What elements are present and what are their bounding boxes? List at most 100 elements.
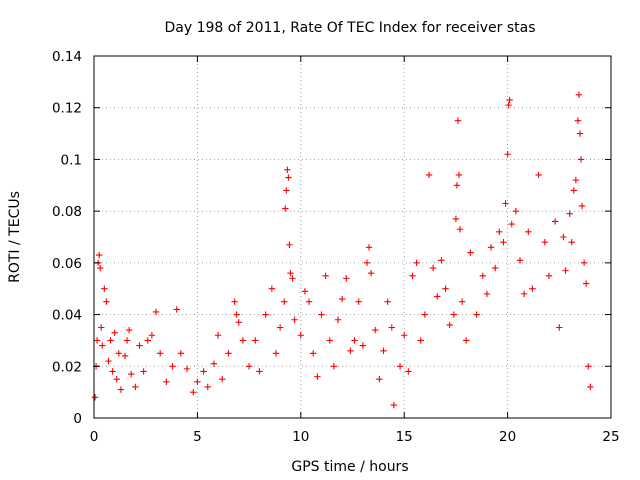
- data-point: [239, 337, 247, 344]
- data-point: [204, 383, 211, 391]
- data-point: [446, 321, 453, 329]
- data-point: [214, 332, 222, 339]
- data-point: [560, 233, 567, 241]
- data-point: [545, 272, 553, 279]
- x-tick-label: 0: [90, 429, 99, 445]
- data-point: [347, 347, 354, 354]
- data-point: [401, 332, 408, 339]
- data-point: [413, 259, 420, 267]
- data-point: [276, 324, 284, 331]
- x-tick-label: 5: [193, 429, 202, 445]
- data-point: [233, 311, 240, 318]
- data-point: [463, 337, 470, 344]
- data-point: [297, 332, 304, 339]
- data-point: [396, 363, 404, 370]
- y-tick-label: 0.02: [52, 359, 82, 375]
- data-point: [562, 267, 569, 274]
- data-point: [587, 383, 594, 391]
- y-tick-label: 0: [73, 411, 82, 427]
- data-point: [111, 329, 118, 336]
- data-point: [372, 326, 379, 334]
- data-point: [91, 394, 99, 401]
- data-point: [140, 368, 147, 375]
- data-point: [103, 298, 110, 305]
- data-point: [585, 363, 592, 370]
- data-point: [512, 207, 520, 215]
- data-point: [334, 316, 342, 323]
- data-point: [479, 272, 486, 279]
- data-point: [572, 176, 580, 184]
- data-point: [421, 311, 429, 318]
- data-point: [123, 337, 131, 344]
- data-point: [425, 171, 433, 179]
- y-tick-label: 0.1: [61, 152, 82, 168]
- data-point: [144, 337, 151, 344]
- data-point: [454, 117, 462, 124]
- data-point: [284, 166, 291, 173]
- data-point: [578, 202, 586, 210]
- data-point: [291, 316, 298, 323]
- data-point: [183, 365, 191, 373]
- x-tick-label: 25: [602, 429, 619, 445]
- data-point: [283, 187, 290, 194]
- data-point: [272, 350, 280, 357]
- data-point: [502, 200, 509, 207]
- plot-frame: [93, 55, 612, 419]
- x-tick-label: 10: [292, 429, 309, 445]
- data-point: [450, 311, 458, 318]
- data-point: [268, 285, 276, 292]
- data-point: [235, 319, 242, 326]
- data-point: [343, 275, 350, 282]
- data-point: [570, 187, 577, 194]
- data-point: [455, 171, 463, 179]
- data-point: [156, 350, 164, 357]
- data-point: [318, 311, 325, 318]
- chart-title: Day 198 of 2011, Rate Of TEC Index for r…: [164, 20, 535, 36]
- data-point: [467, 249, 474, 256]
- data-point: [505, 101, 512, 109]
- data-point: [107, 337, 114, 344]
- data-point: [113, 376, 120, 383]
- data-point: [245, 363, 253, 370]
- y-tick-label: 0.08: [52, 204, 82, 220]
- data-point: [580, 259, 588, 267]
- data-point: [282, 205, 289, 212]
- data-point: [388, 324, 395, 331]
- data-point: [252, 337, 259, 344]
- x-tick-label: 20: [499, 429, 516, 445]
- data-point: [132, 383, 139, 391]
- data-point: [190, 388, 197, 396]
- data-point: [359, 342, 367, 349]
- data-point: [225, 350, 232, 357]
- data-point: [310, 350, 317, 357]
- data-point: [376, 376, 383, 383]
- data-point: [504, 151, 511, 158]
- data-point: [409, 272, 416, 279]
- data-point: [109, 368, 116, 375]
- data-point: [363, 259, 371, 267]
- data-point: [338, 295, 346, 303]
- data-point: [121, 352, 129, 360]
- data-point: [516, 257, 524, 264]
- data-point: [506, 96, 513, 104]
- data-point: [99, 342, 106, 349]
- data-point: [473, 311, 480, 318]
- data-point: [95, 251, 103, 259]
- data-point: [101, 285, 108, 292]
- data-point: [314, 373, 321, 380]
- data-point: [380, 347, 387, 354]
- data-point: [568, 238, 575, 246]
- data-point: [405, 368, 412, 375]
- data-point: [148, 332, 156, 339]
- data-point: [173, 306, 180, 313]
- data-point: [576, 130, 584, 137]
- data-point: [169, 363, 176, 370]
- data-point: [219, 376, 226, 383]
- data-point: [390, 401, 398, 409]
- data-point: [281, 298, 288, 305]
- data-point: [566, 210, 573, 217]
- data-point: [574, 117, 582, 124]
- data-point: [152, 308, 160, 316]
- data-point: [355, 298, 362, 305]
